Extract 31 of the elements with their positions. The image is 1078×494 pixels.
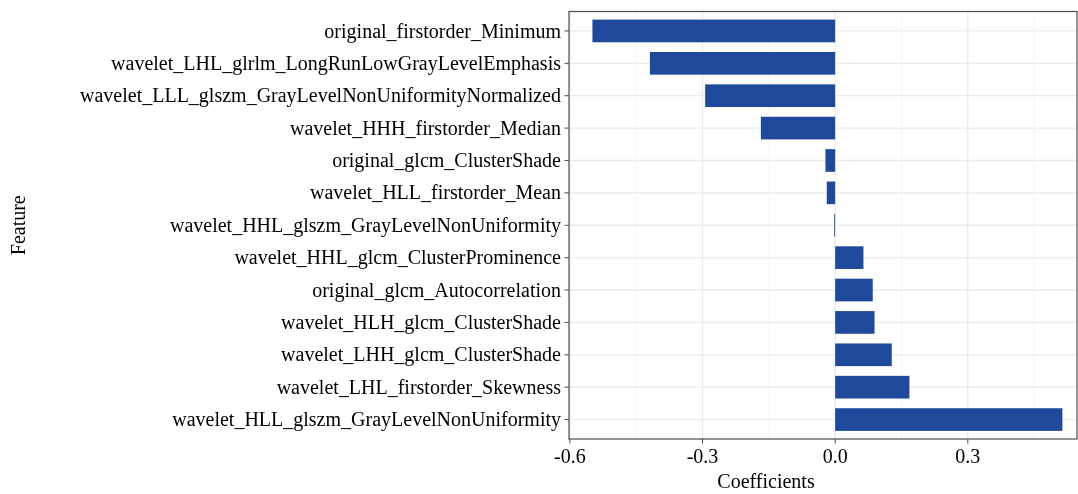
y-tick-label: wavelet_LHL_glrlm_LongRunLowGrayLevelEmphasis — [111, 51, 562, 75]
y-tick-label: wavelet_LLL_glszm_GrayLevelNonUniformityNormalized — [80, 84, 561, 108]
bar — [835, 408, 1063, 431]
y-tick-label: original_glcm_Autocorrelation — [312, 278, 561, 302]
bar — [835, 343, 892, 367]
bar — [592, 19, 836, 43]
y-tick-label: wavelet_LHH_glcm_ClusterShade — [281, 343, 562, 367]
y-tick-label: original_firstorder_Minimum — [324, 19, 562, 43]
bar — [705, 84, 836, 108]
bar — [835, 278, 873, 302]
x-tick-label: 0.0 — [822, 445, 848, 467]
x-tick-label: -0.6 — [554, 445, 586, 467]
bar — [649, 51, 836, 75]
bar — [835, 375, 910, 399]
y-tick-label: original_glcm_ClusterShade — [332, 149, 562, 173]
bar — [835, 246, 864, 269]
y-tick-label: wavelet_HHL_glcm_ClusterProminence — [234, 246, 562, 270]
bar — [826, 181, 836, 205]
y-tick-label: wavelet_HLH_glcm_ClusterShade — [281, 311, 562, 335]
y-tick-label: wavelet_HHL_glszm_GrayLevelNonUniformity — [169, 213, 561, 237]
y-tick-label: wavelet_HLL_glszm_GrayLevelNonUniformity — [172, 408, 561, 432]
y-tick-label: wavelet_LHL_firstorder_Skewness — [276, 375, 562, 398]
y-tick-label: wavelet_HHH_firstorder_Median — [289, 116, 561, 139]
x-axis-title: Coefficients — [717, 470, 815, 492]
bar — [825, 149, 836, 172]
bar — [835, 311, 875, 334]
y-tick-label: wavelet_HLL_firstorder_Mean — [309, 181, 561, 204]
y-axis-title: Feature — [7, 195, 29, 256]
bar — [760, 116, 836, 140]
x-tick-label: 0.3 — [955, 445, 981, 467]
x-tick-label: -0.3 — [686, 445, 719, 467]
